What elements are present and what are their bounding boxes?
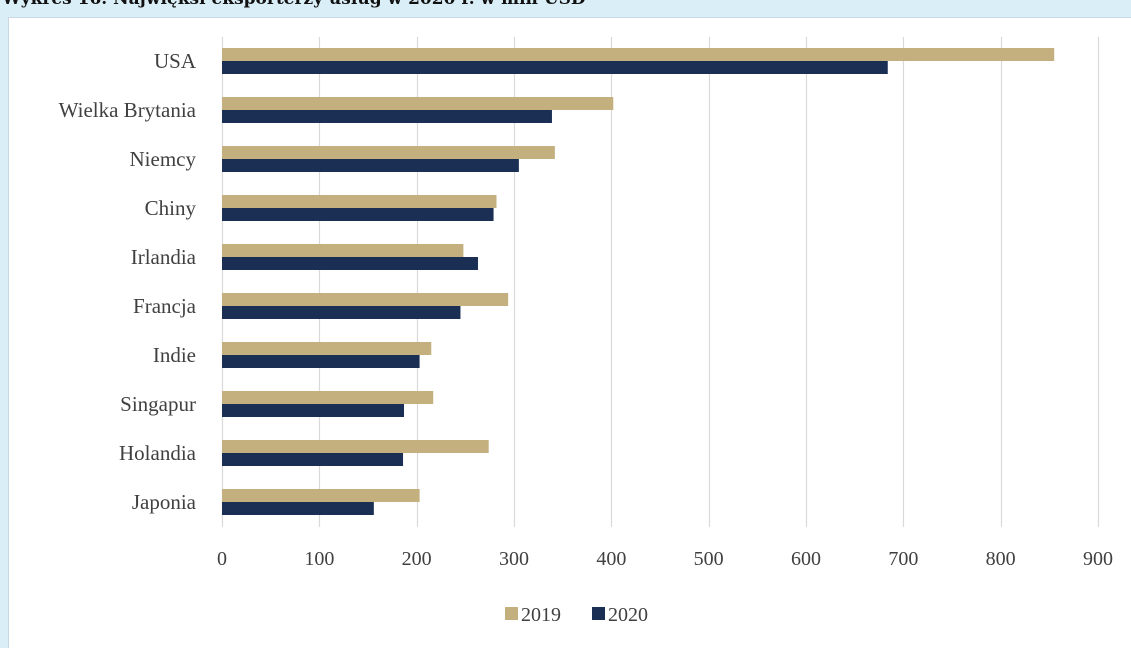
bar-2020-indie [222, 355, 420, 368]
x-tick-label-700: 700 [888, 548, 918, 570]
bar-2019-indie [222, 342, 432, 355]
x-tick-label-600: 600 [791, 548, 821, 570]
x-tick-label-800: 800 [986, 548, 1016, 570]
category-label-irlandia: Irlandia [131, 245, 197, 269]
bar-2020-holandia [222, 453, 404, 466]
chart-caption: Wykres 16. Najwięksi eksporterzy usług w… [0, 0, 1131, 14]
category-label-niemcy: Niemcy [130, 147, 197, 171]
x-tick-label-300: 300 [499, 548, 529, 570]
category-label-holandia: Holandia [119, 441, 197, 465]
bar-2020-irlandia [222, 257, 478, 270]
bar-2019-holandia [222, 440, 489, 453]
category-label-singapur: Singapur [120, 392, 196, 416]
category-label-indie: Indie [153, 343, 196, 367]
bar-2020-niemcy [222, 159, 519, 172]
bar-2019-wielka-brytania [222, 97, 614, 110]
bar-2020-francja [222, 306, 461, 319]
x-tick-label-900: 900 [1083, 548, 1113, 570]
category-labels: USA Wielka Brytania Niemcy Chiny Irlandia Fra… [59, 49, 197, 514]
bar-2019-francja [222, 293, 509, 306]
legend: 2019 2020 [505, 604, 648, 626]
bar-2019-japonia [222, 489, 420, 502]
legend-label-2020: 2020 [608, 604, 648, 626]
bars [222, 48, 1055, 515]
bar-2019-usa [222, 48, 1055, 61]
x-tick-label-100: 100 [304, 548, 334, 570]
bar-2020-singapur [222, 404, 405, 417]
chart-area [8, 17, 1131, 648]
bar-2019-chiny [222, 195, 497, 208]
legend-swatch-2019 [505, 607, 518, 620]
bar-2020-usa [222, 61, 888, 74]
category-label-francja: Francja [133, 294, 197, 318]
category-label-chiny: Chiny [145, 196, 197, 220]
bar-2019-singapur [222, 391, 434, 404]
x-tick-label-500: 500 [694, 548, 724, 570]
x-tick-label-400: 400 [596, 548, 626, 570]
category-label-usa: USA [154, 49, 197, 73]
x-axis-tick-labels: 0 100 200 300 400 500 600 700 800 900 [217, 548, 1113, 570]
bar-2020-wielka-brytania [222, 110, 552, 123]
x-tick-label-0: 0 [217, 548, 227, 570]
bar-2019-niemcy [222, 146, 555, 159]
x-tick-label-200: 200 [402, 548, 432, 570]
legend-swatch-2020 [592, 607, 605, 620]
bar-2020-japonia [222, 502, 374, 515]
category-label-wielka-brytania: Wielka Brytania [59, 98, 197, 122]
category-label-japonia: Japonia [132, 490, 197, 514]
bar-2019-irlandia [222, 244, 464, 257]
chart-caption-text: Wykres 16. Najwięksi eksporterzy usług w… [2, 0, 586, 9]
bar-2020-chiny [222, 208, 494, 221]
legend-label-2019: 2019 [521, 604, 561, 626]
